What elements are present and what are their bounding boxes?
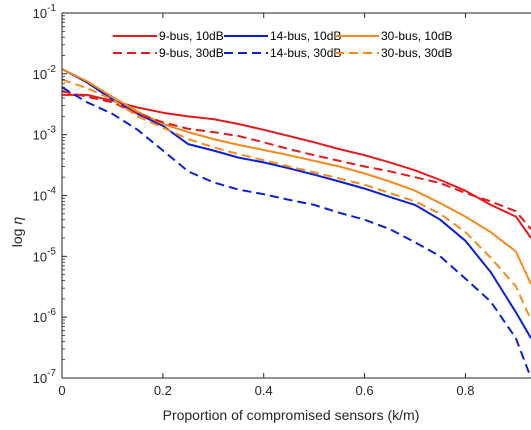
y-tick-exponent: -7: [47, 368, 56, 379]
y-tick-label: 10-4: [33, 186, 57, 204]
y-tick-base: 10: [33, 249, 47, 264]
series-line-30-bus-30db: [62, 78, 531, 321]
y-tick-label: 10-1: [33, 3, 57, 21]
y-tick-base: 10: [33, 128, 47, 143]
plot-background: [62, 13, 531, 378]
y-axis-label-symbol: η: [9, 217, 25, 225]
plot-area: [62, 13, 531, 378]
y-tick-base: 10: [33, 310, 47, 325]
x-axis-label: Proportion of compromised sensors (k/m): [163, 407, 420, 423]
legend-label: 9-bus, 30dB: [159, 46, 224, 60]
x-tick-label: 0.6: [356, 383, 374, 398]
legend-label: 30-bus, 30dB: [381, 46, 452, 60]
x-tick-label: 0.4: [255, 383, 273, 398]
y-tick-base: 10: [33, 371, 47, 386]
legend-label: 30-bus, 10dB: [381, 29, 452, 43]
series-line-14-bus-30db: [62, 86, 531, 378]
series-line-30-bus-10db: [62, 68, 531, 285]
y-tick-exponent: -3: [47, 125, 56, 136]
y-tick-exponent: -1: [47, 3, 56, 14]
y-tick-label: 10-7: [33, 368, 57, 386]
y-tick-base: 10: [33, 67, 47, 82]
x-tick-label: 0: [58, 383, 65, 398]
y-tick-exponent: -2: [47, 64, 56, 75]
series-line-9-bus-30db: [62, 90, 531, 230]
y-axis-label-text: log: [9, 229, 25, 248]
legend-label: 14-bus, 10dB: [270, 29, 341, 43]
y-tick-base: 10: [33, 189, 47, 204]
y-tick-exponent: -5: [47, 246, 56, 257]
y-tick-label: 10-5: [33, 246, 57, 264]
y-axis-label: log η: [9, 217, 25, 248]
y-tick-exponent: -4: [47, 186, 56, 197]
x-axis-ticks: 0 0.2 0.4 0.6 0.8: [58, 13, 474, 398]
series-lines: [62, 68, 531, 378]
y-tick-label: 10-3: [33, 125, 57, 143]
legend-label: 14-bus, 30dB: [270, 46, 341, 60]
y-axis-ticks: 10-710-610-510-410-310-210-1: [33, 3, 67, 386]
y-tick-label: 10-2: [33, 64, 57, 82]
y-tick-exponent: -6: [47, 307, 56, 318]
series-line-14-bus-10db: [62, 68, 531, 339]
legend-label: 9-bus, 10dB: [159, 29, 224, 43]
y-tick-label: 10-6: [33, 307, 57, 325]
y-tick-base: 10: [33, 6, 47, 21]
x-tick-label: 0.2: [154, 383, 172, 398]
legend: 9-bus, 10dB 14-bus, 10dB 30-bus, 10dB 9-bus…: [113, 29, 452, 60]
x-tick-label: 0.8: [456, 383, 474, 398]
series-line-9-bus-10db: [62, 93, 531, 239]
